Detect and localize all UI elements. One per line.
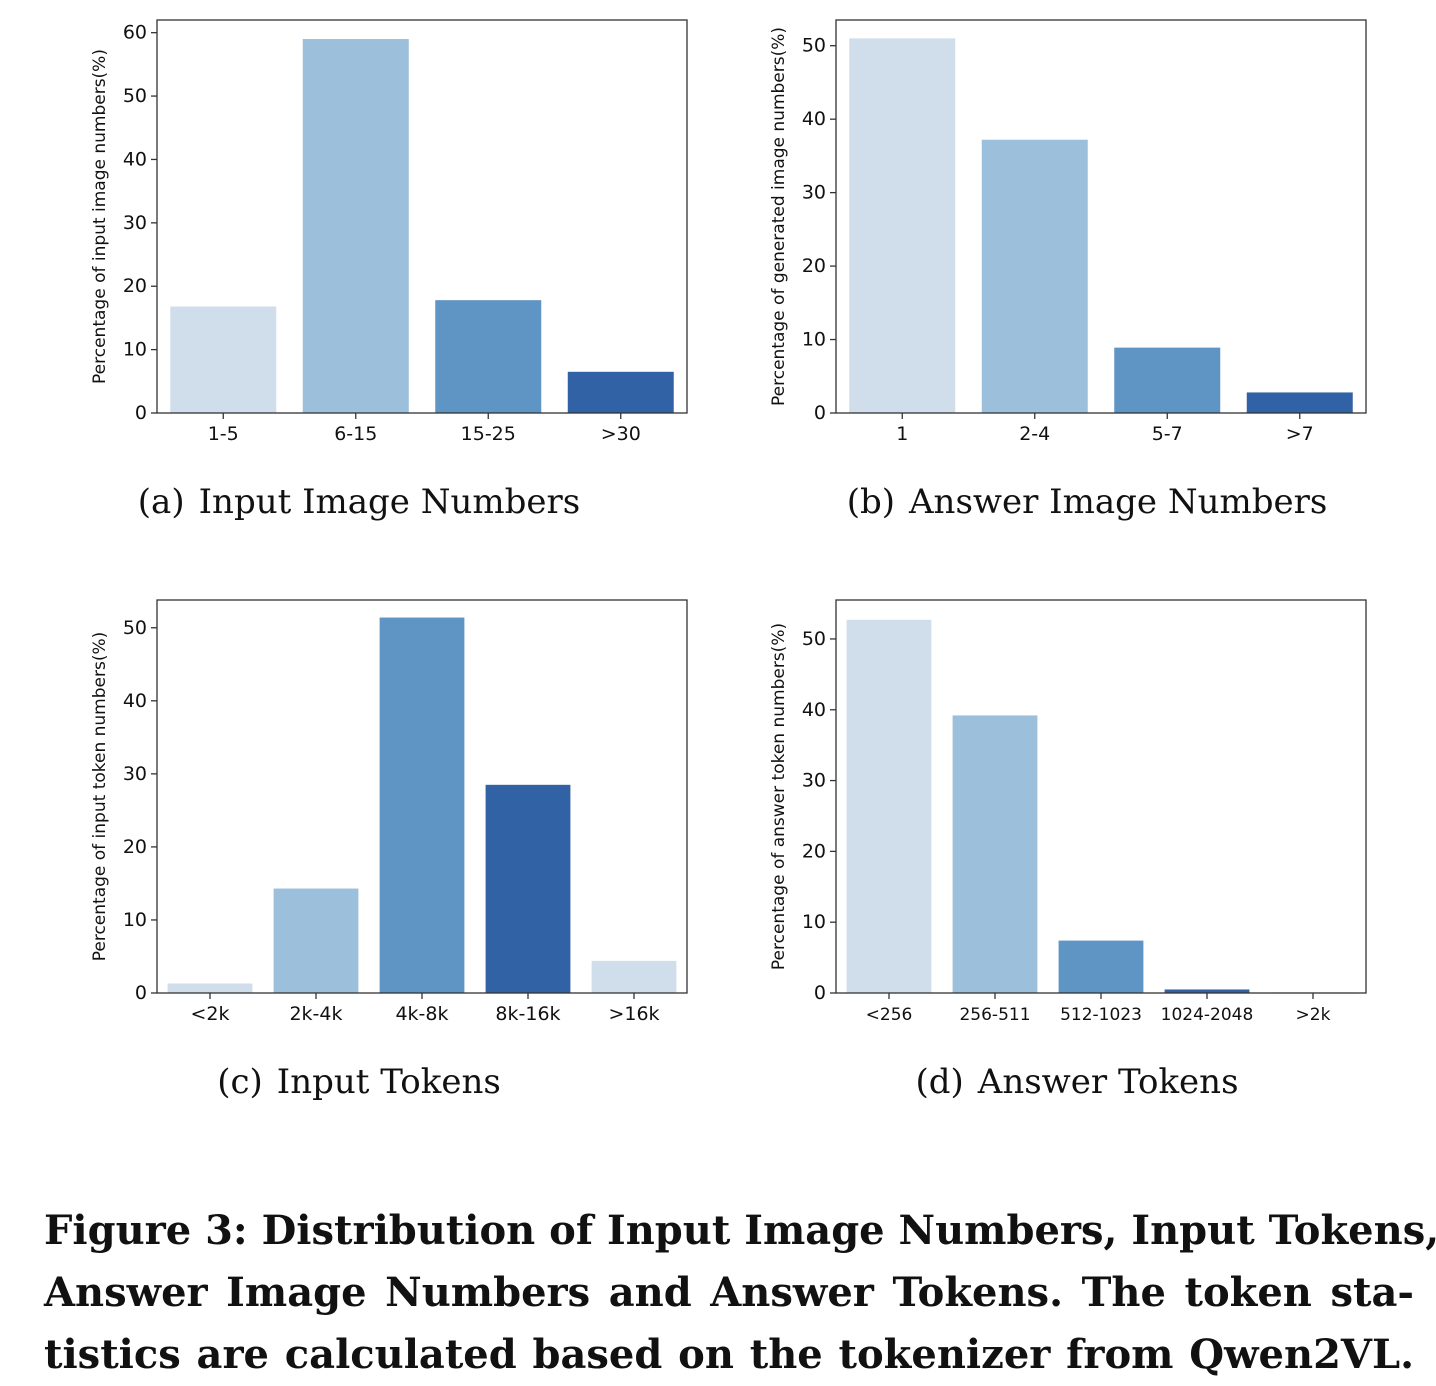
bar-chart-c: 0 10 20 30 40 50 <2k 2k-4k 4k-8k 8k-16k >16k Percen… [90, 599, 688, 1025]
x-tick-label-a-4: >30 [601, 423, 641, 445]
x-tick-label-d-1: <256 [866, 1005, 913, 1025]
y-tick-label-d-40: 40 [802, 699, 826, 721]
x-tick-label-a-1: 1-5 [208, 423, 239, 445]
x-tick-label-c-1: <2k [190, 1003, 229, 1025]
bar-chart-a: 0 10 20 30 40 50 60 1-5 6-15 15-25 >30 Percentage o… [90, 19, 688, 445]
bar-c-1 [167, 983, 253, 993]
chart-panel-c: 0 10 20 30 40 50 <2k 2k-4k 4k-8k 8k-16k >16k Percen… [0, 580, 718, 1160]
y-axis-label-a: Percentage of input image numbers(%) [90, 49, 110, 384]
bar-a-3 [435, 300, 542, 413]
bar-chart-b: 0 10 20 30 40 50 1 2-4 5-7 >7 Percentage of genera… [769, 19, 1367, 445]
y-tick-label-b-10: 10 [802, 329, 826, 351]
y-tick-label-a-40: 40 [123, 148, 147, 170]
x-tick-label-a-2: 6-15 [334, 423, 377, 445]
caption-tag-b: (b) [846, 482, 895, 522]
caption-tag-d: (d) [915, 1062, 964, 1102]
x-tick-label-d-5: >2k [1296, 1005, 1331, 1025]
x-tick-label-b-2: 2-4 [1019, 423, 1050, 445]
bar-d-3 [1058, 940, 1144, 993]
chart-panel-d: 0 10 20 30 40 50 <256 256-511 512-1023 1024-2048 >… [718, 580, 1436, 1160]
bar-c-4 [485, 784, 571, 993]
x-tick-label-d-2: 256-511 [959, 1005, 1030, 1025]
x-tick-label-d-4: 1024-2048 [1161, 1005, 1254, 1025]
y-axis-label-c: Percentage of input token numbers(%) [90, 632, 110, 962]
y-tick-label-d-0: 0 [814, 982, 826, 1004]
figure-caption-line-1: Figure 3: Distribution of Input Image Nu… [44, 1207, 1436, 1254]
bar-chart-d: 0 10 20 30 40 50 <256 256-511 512-1023 1024-2048 >… [769, 599, 1367, 1025]
bar-b-1 [849, 38, 956, 414]
caption-d: (d) Answer Tokens [718, 1062, 1436, 1102]
y-tick-label-c-30: 30 [123, 763, 147, 785]
y-tick-label-d-50: 50 [802, 628, 826, 650]
caption-c: (c) Input Tokens [0, 1062, 718, 1102]
chart-panel-a: 0 10 20 30 40 50 60 1-5 6-15 15-25 >30 Percentage o… [0, 0, 718, 580]
caption-text-a: Input Image Numbers [198, 482, 581, 522]
bar-a-2 [302, 39, 409, 414]
y-tick-label-d-30: 30 [802, 770, 826, 792]
y-tick-label-d-10: 10 [802, 911, 826, 933]
x-tick-label-b-3: 5-7 [1152, 423, 1183, 445]
x-tick-label-c-3: 4k-8k [395, 1003, 448, 1025]
y-axis-label-d: Percentage of answer token numbers(%) [769, 623, 789, 970]
caption-b: (b) Answer Image Numbers [728, 482, 1436, 522]
chart-panel-b: 0 10 20 30 40 50 1 2-4 5-7 >7 Percentage of genera… [718, 0, 1436, 580]
y-tick-label-a-0: 0 [135, 402, 147, 424]
caption-text-d: Answer Tokens [977, 1062, 1239, 1102]
y-tick-label-c-50: 50 [123, 617, 147, 639]
y-tick-label-c-0: 0 [135, 982, 147, 1004]
x-tick-label-c-5: >16k [608, 1003, 659, 1025]
bar-d-1 [846, 619, 932, 993]
bar-c-2 [273, 888, 359, 993]
y-tick-label-a-50: 50 [123, 85, 147, 107]
bar-b-4 [1246, 392, 1353, 413]
figure-caption-line-2: Answer Image Numbers and Answer Tokens. … [44, 1269, 1414, 1316]
x-tick-label-c-2: 2k-4k [289, 1003, 342, 1025]
y-tick-label-b-0: 0 [814, 402, 826, 424]
y-tick-label-a-20: 20 [123, 275, 147, 297]
bar-a-4 [567, 371, 674, 413]
y-tick-label-c-10: 10 [123, 909, 147, 931]
y-tick-label-a-60: 60 [123, 22, 147, 44]
y-tick-label-a-30: 30 [123, 212, 147, 234]
x-tick-label-b-1: 1 [896, 423, 908, 445]
x-tick-label-d-3: 512-1023 [1060, 1005, 1142, 1025]
bar-c-3 [379, 617, 465, 993]
y-tick-label-c-20: 20 [123, 836, 147, 858]
y-tick-label-b-20: 20 [802, 255, 826, 277]
y-tick-label-c-40: 40 [123, 690, 147, 712]
x-tick-label-b-4: >7 [1286, 423, 1314, 445]
bar-d-4 [1164, 989, 1250, 993]
x-tick-label-a-3: 15-25 [461, 423, 516, 445]
bar-d-2 [952, 715, 1038, 993]
caption-a: (a) Input Image Numbers [0, 482, 718, 522]
y-tick-label-a-10: 10 [123, 339, 147, 361]
plot-frame-b [835, 19, 1367, 414]
bar-a-1 [170, 306, 277, 413]
x-tick-label-c-4: 8k-16k [495, 1003, 560, 1025]
y-tick-label-b-30: 30 [802, 182, 826, 204]
caption-text-c: Input Tokens [276, 1062, 501, 1102]
plot-frame-a [156, 19, 688, 414]
caption-text-b: Answer Image Numbers [909, 482, 1328, 522]
bar-c-5 [591, 960, 677, 993]
figure-caption-line-3: tistics are calculated based on the toke… [44, 1331, 1414, 1378]
y-axis-label-b: Percentage of generated image numbers(%) [769, 27, 789, 406]
y-tick-label-b-50: 50 [802, 35, 826, 57]
figure-caption: Figure 3: Distribution of Input Image Nu… [44, 1200, 1436, 1386]
bar-b-3 [1114, 347, 1221, 413]
y-tick-label-d-20: 20 [802, 840, 826, 862]
caption-tag-c: (c) [217, 1062, 263, 1102]
caption-tag-a: (a) [137, 482, 185, 522]
bar-b-2 [981, 139, 1088, 414]
y-tick-label-b-40: 40 [802, 108, 826, 130]
